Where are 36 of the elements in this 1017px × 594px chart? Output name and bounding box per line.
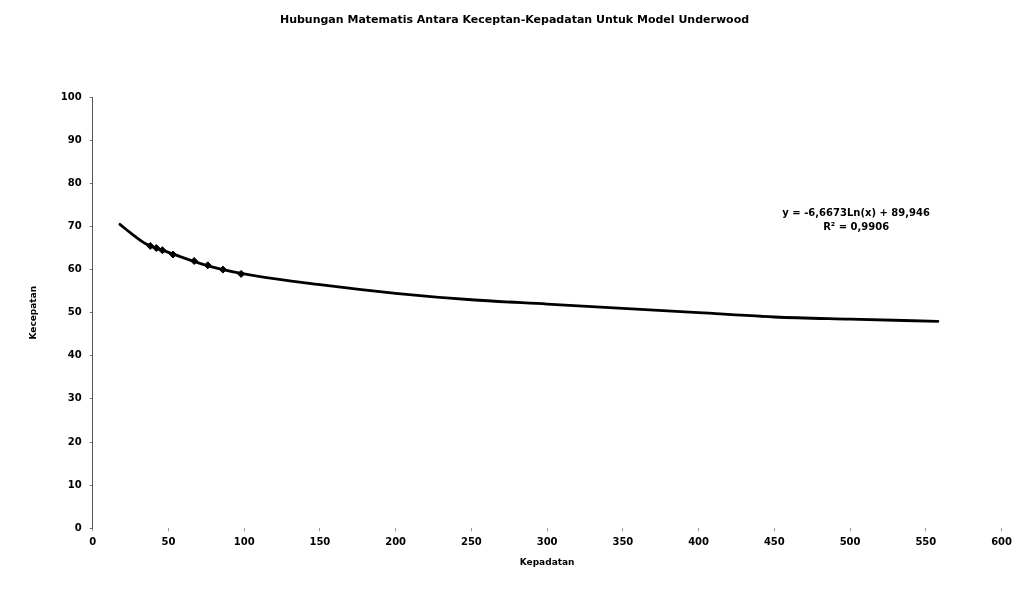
y-tick-label: 30	[67, 392, 82, 404]
x-tick-label: 100	[233, 535, 255, 547]
y-tick-label: 40	[67, 349, 82, 361]
chart-title: Hubungan Matematis Antara Keceptan-Kepadatan Untuk Model Underwood	[279, 13, 750, 27]
y-tick-label: 60	[67, 263, 82, 275]
x-tick-label: 0	[89, 535, 97, 547]
y-tick-label: 50	[67, 306, 82, 318]
x-tick-label: 250	[460, 535, 482, 547]
y-tick-label: 70	[67, 220, 82, 232]
x-tick-label: 200	[385, 535, 407, 547]
point	[146, 241, 155, 250]
x-axis-title: Kepadatan	[519, 556, 575, 567]
y-tick-label: 10	[67, 478, 82, 490]
y-tick-label: 100	[60, 90, 82, 102]
line-series	[118, 222, 940, 323]
x-tick-label: 150	[309, 535, 331, 547]
y-tick-label: 80	[67, 176, 82, 188]
annotation: y = -6,6673Ln(x) + 89,946	[782, 207, 930, 219]
x-tick-label: 350	[612, 535, 634, 547]
y-tick-label: 20	[67, 435, 82, 447]
x-tick-label: 400	[688, 535, 710, 547]
x-tick-label: 50	[161, 535, 176, 547]
x-tick-label: 600	[991, 535, 1013, 547]
point	[158, 246, 167, 255]
point	[218, 265, 227, 274]
y-tick-label: 90	[67, 133, 82, 145]
x-tick-label: 450	[763, 535, 785, 547]
annotation: R² = 0,9906	[823, 221, 890, 233]
y-axis-title: Kecepatan	[27, 285, 38, 340]
x-tick-label: 300	[536, 535, 558, 547]
point	[190, 256, 199, 265]
point	[168, 250, 177, 259]
point	[152, 244, 161, 253]
x-tick-label: 550	[915, 535, 937, 547]
y-tick-label: 0	[74, 521, 82, 533]
x-tick-label: 500	[839, 535, 861, 547]
